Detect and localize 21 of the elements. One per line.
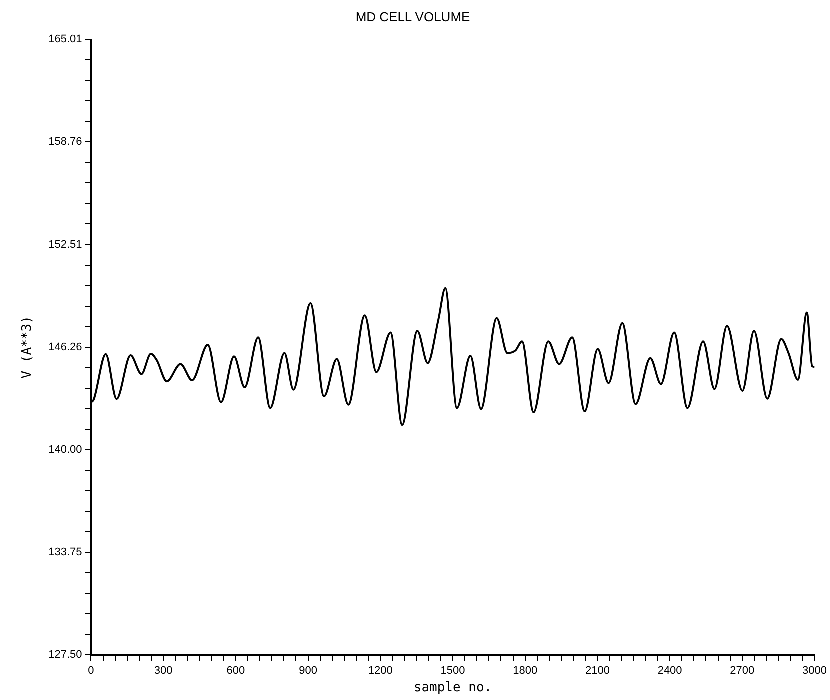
chart-title: MD CELL VOLUME (356, 9, 471, 24)
x-tick-label: 0 (88, 664, 94, 677)
x-tick-label: 1800 (513, 664, 538, 677)
x-tick-label: 2100 (585, 664, 610, 677)
x-tick-label: 1500 (440, 664, 466, 677)
x-tick-label: 1200 (368, 664, 393, 677)
x-tick-label: 2700 (730, 664, 755, 677)
x-tick-label: 300 (154, 664, 173, 677)
x-tick-label: 600 (226, 664, 246, 677)
y-tick-label: 133.75 (48, 546, 82, 559)
x-tick-label: 900 (299, 664, 318, 677)
y-tick-label: 152.51 (48, 238, 82, 251)
x-tick-label: 2400 (658, 664, 682, 677)
y-tick-label: 127.50 (48, 649, 82, 662)
y-tick-label: 140.00 (48, 444, 82, 456)
y-tick-label: 158.76 (48, 136, 82, 148)
y-tick-label: 165.01 (48, 34, 82, 46)
y-tick-label: 146.26 (48, 341, 82, 354)
y-axis-title: V (A**3) (20, 316, 36, 379)
x-tick-label: 3000 (802, 664, 828, 677)
x-axis-title: sample no. (414, 680, 492, 696)
